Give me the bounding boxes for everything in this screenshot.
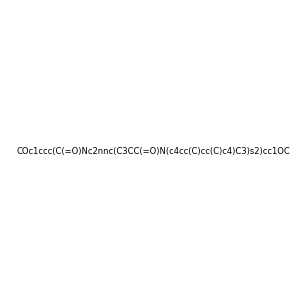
Text: COc1ccc(C(=O)Nc2nnc(C3CC(=O)N(c4cc(C)cc(C)c4)C3)s2)cc1OC: COc1ccc(C(=O)Nc2nnc(C3CC(=O)N(c4cc(C)cc(… [17,147,291,156]
